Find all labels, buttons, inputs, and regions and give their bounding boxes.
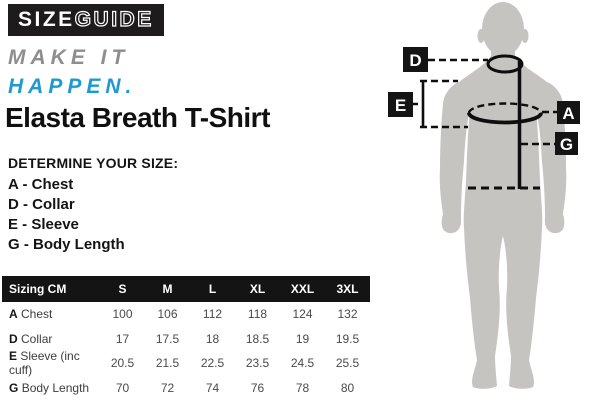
body-length-label: G <box>560 135 573 154</box>
tagline-make-it: MAKE IT <box>8 46 130 69</box>
body-length-m: 72 <box>160 380 175 395</box>
chest-ellipse-bottom <box>467 112 543 125</box>
body-length-l: 74 <box>205 380 220 395</box>
body-length-s: 70 <box>115 380 130 395</box>
header-size-l: L <box>208 282 217 296</box>
header-size-s: S <box>118 282 127 296</box>
header-size-xxl: XXL <box>290 282 315 296</box>
table-row-body-length: G Body Length 70 72 74 76 78 80 <box>2 376 370 401</box>
collar-xxl: 19 <box>295 331 310 346</box>
measurement-labels: D E A G <box>388 47 580 155</box>
header-sizing-cm: Sizing CM <box>9 282 67 296</box>
sleeve-m: 21.5 <box>155 356 180 371</box>
row-key-collar: D <box>9 331 18 346</box>
collar-label-box <box>403 47 428 72</box>
tagline-happen: HAPPEN. <box>8 75 137 98</box>
collar-xl: 18.5 <box>245 331 270 346</box>
size-key-item-sleeve: E - Sleeve <box>8 216 79 233</box>
collar-3xl: 19.5 <box>335 331 360 346</box>
row-label-collar: Collar <box>21 331 53 346</box>
collar-ellipse <box>486 54 524 74</box>
header-size-xl: XL <box>249 282 266 296</box>
body-length-xxl: 78 <box>295 380 310 395</box>
sizing-table-header: Sizing CM S M L XL XXL 3XL <box>2 276 370 302</box>
chest-ellipse-top <box>467 102 543 114</box>
collar-l: 18 <box>205 331 220 346</box>
chest-label-box <box>557 101 580 124</box>
header-size-3xl: 3XL <box>336 282 359 296</box>
sleeve-l: 22.5 <box>200 356 225 371</box>
size-key-list: A - Chest D - Collar E - Sleeve G - Body… <box>8 175 125 255</box>
product-title: Elasta Breath T-Shirt <box>5 102 270 133</box>
body-silhouette-figure: D E A G <box>388 2 580 389</box>
body-length-xl: 76 <box>250 380 265 395</box>
sleeve-s: 20.5 <box>110 356 135 371</box>
chest-xl: 118 <box>247 307 268 322</box>
collar-label: D <box>409 51 421 70</box>
collar-s: 17 <box>115 331 130 346</box>
body-length-label-box <box>555 132 578 155</box>
body-silhouette <box>439 2 567 389</box>
size-key-heading: DETERMINE YOUR SIZE: <box>8 155 179 171</box>
measurement-diagram: D E A G <box>380 0 600 400</box>
row-key-chest: A <box>9 307 18 322</box>
row-key-body-length: G <box>9 380 19 395</box>
chest-xxl: 124 <box>292 307 313 322</box>
size-key-item-body-length: G - Body Length <box>8 236 125 253</box>
row-label-chest: Chest <box>21 307 53 322</box>
header-size-m: M <box>162 282 173 296</box>
sizing-table: Sizing CM S M L XL XXL 3XL A Chest 100 1… <box>2 276 370 400</box>
row-label-body-length: Body Length <box>21 380 90 395</box>
measurement-lines <box>413 54 557 190</box>
row-key-sleeve: E <box>9 349 18 364</box>
sleeve-3xl: 25.5 <box>335 356 360 371</box>
table-row-chest: A Chest 100 106 112 118 124 132 <box>2 302 370 327</box>
logo-text-size: SIZE <box>18 8 75 31</box>
chest-label: A <box>562 104 574 123</box>
table-row-sleeve: E Sleeve (inc cuff) 20.5 21.5 22.5 23.5 … <box>2 349 370 378</box>
size-key-item-collar: D - Collar <box>8 196 75 213</box>
chest-m: 106 <box>157 307 178 322</box>
logo-text-guide: GUIDE <box>74 7 154 31</box>
size-key-item-chest: A - Chest <box>8 176 74 193</box>
chest-3xl: 132 <box>337 307 358 322</box>
sizeguide-logo: SIZEGUIDE <box>8 4 164 36</box>
row-label-sleeve: Sleeve (inc cuff) <box>9 349 80 378</box>
chest-s: 100 <box>112 307 133 322</box>
body-length-3xl: 80 <box>340 380 355 395</box>
sleeve-label: E <box>395 96 406 115</box>
sleeve-xl: 23.5 <box>245 356 270 371</box>
table-row-collar: D Collar 17 17.5 18 18.5 19 19.5 <box>2 327 370 352</box>
sleeve-label-box <box>388 92 413 117</box>
collar-m: 17.5 <box>155 331 180 346</box>
chest-l: 112 <box>202 307 223 322</box>
sleeve-xxl: 24.5 <box>290 356 315 371</box>
